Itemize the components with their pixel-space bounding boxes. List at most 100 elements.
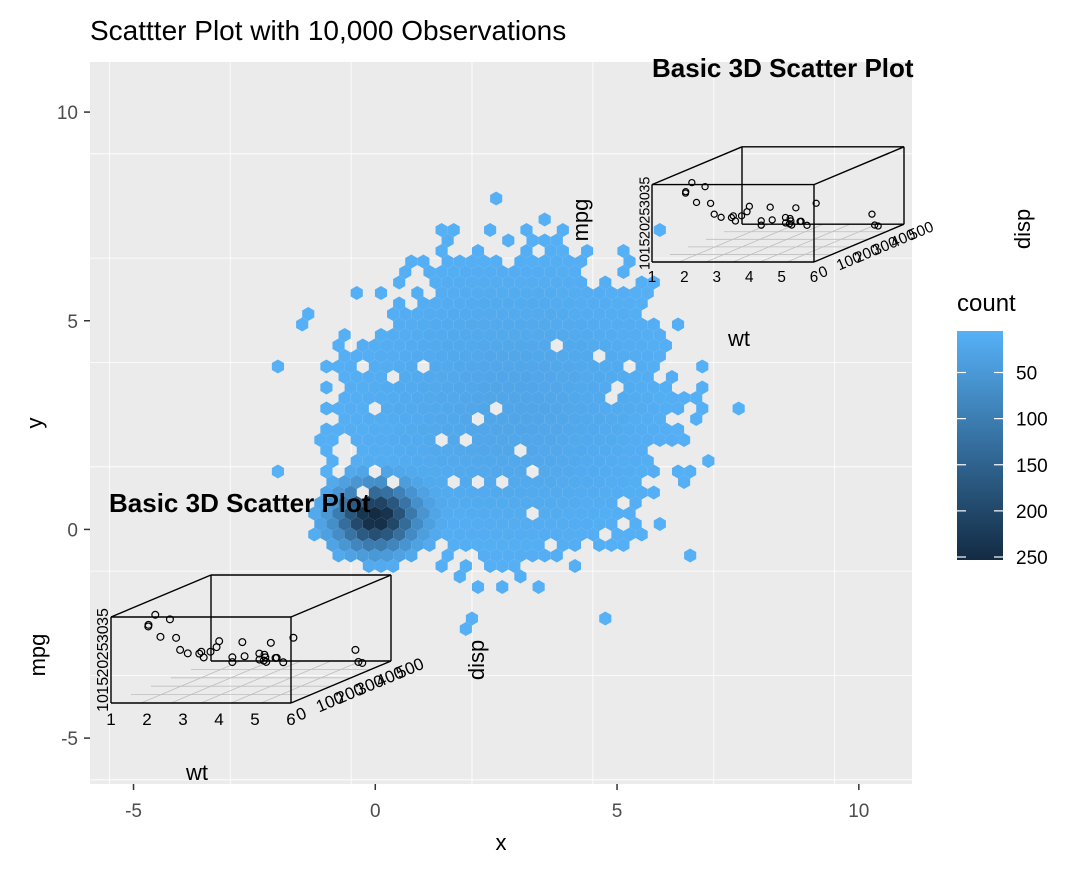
count-legend: count 50 100 150 200 250 bbox=[957, 290, 1048, 569]
hexbin-cell bbox=[659, 401, 672, 416]
hexbin-cell bbox=[338, 475, 351, 489]
hexbin-cell bbox=[490, 422, 503, 437]
hexbin-cell bbox=[593, 328, 606, 342]
hexbin-cell bbox=[556, 517, 569, 531]
hexbin-cell bbox=[405, 485, 418, 500]
hexbin-cell bbox=[526, 527, 539, 542]
hexbin-cell bbox=[490, 359, 503, 374]
hexbin-cell bbox=[617, 391, 630, 405]
hexbin-cell bbox=[465, 254, 478, 269]
hexbin-cell bbox=[593, 496, 606, 510]
hexbin-cell bbox=[356, 506, 369, 521]
hexbin-cell bbox=[374, 475, 388, 489]
hexbin-cell bbox=[562, 506, 575, 521]
hexbin-cell bbox=[423, 433, 436, 447]
hexbin-cell bbox=[326, 433, 339, 447]
hexbin-cell bbox=[393, 422, 406, 437]
hexbin-cell bbox=[514, 548, 527, 563]
hexbin-cell bbox=[350, 475, 363, 489]
hexbin-cell bbox=[429, 380, 442, 395]
hexbin-cell bbox=[684, 548, 697, 563]
hexbin-cell bbox=[502, 485, 515, 500]
hexbin-cell bbox=[605, 307, 618, 321]
hexbin-cell bbox=[544, 496, 557, 510]
hexbin-cell bbox=[532, 454, 545, 468]
hexbin-cell bbox=[520, 391, 533, 405]
hexbin-cell bbox=[562, 401, 575, 416]
hexbin-cell bbox=[332, 485, 345, 500]
hexbin-cell bbox=[690, 391, 703, 405]
hexbin-cell bbox=[453, 338, 466, 353]
hexbin-cell bbox=[423, 454, 436, 468]
hexbin-cell bbox=[520, 265, 533, 279]
hexbin-cell bbox=[526, 443, 539, 458]
hexbin-cell bbox=[490, 527, 503, 542]
hexbin-cell bbox=[411, 496, 424, 510]
hexbin-cell bbox=[344, 548, 357, 563]
hexbin-cell bbox=[538, 296, 551, 311]
hexbin-cell bbox=[441, 443, 454, 458]
hexbin-cell bbox=[568, 370, 582, 384]
hexbin-cell bbox=[520, 307, 533, 321]
scatter3d-point bbox=[743, 208, 751, 216]
scatter3d-point bbox=[172, 633, 181, 642]
hexbin-cell bbox=[465, 527, 478, 542]
hexbin-cell bbox=[544, 454, 557, 468]
hexbin-cell bbox=[629, 475, 642, 489]
scatter3d-point bbox=[228, 658, 237, 667]
hexbin-cell bbox=[508, 496, 521, 510]
hexbin-cell bbox=[581, 517, 594, 531]
hexbin-cell bbox=[459, 475, 472, 489]
hexbin-cell bbox=[320, 464, 333, 479]
x-tick-label: 5 bbox=[612, 801, 623, 822]
hexbin-cell bbox=[544, 349, 557, 363]
hexbin-cell bbox=[647, 422, 660, 437]
hexbin-cell bbox=[574, 275, 588, 290]
hexbin-cell bbox=[520, 328, 533, 342]
hexbin-cell bbox=[538, 233, 551, 248]
hexbin-cell bbox=[447, 412, 460, 426]
hexbin-cell bbox=[611, 506, 624, 521]
hexbin-cell bbox=[574, 359, 588, 374]
hexbin-cell bbox=[623, 401, 636, 416]
chart-title: Scattter Plot with 10,000 Observations bbox=[90, 15, 566, 46]
hexbin-cell bbox=[477, 296, 491, 311]
hexbin-cell bbox=[599, 506, 612, 521]
hexbin-cell bbox=[471, 286, 485, 300]
hexbin-cell bbox=[568, 496, 582, 510]
hexbin-cell bbox=[538, 401, 551, 416]
hexbin-cell bbox=[435, 475, 448, 489]
hexbin-cell bbox=[332, 527, 345, 542]
hexbin-cell bbox=[496, 517, 509, 531]
hexbin-cell bbox=[405, 506, 418, 521]
hexbin-cell bbox=[477, 485, 491, 500]
hexbin-cell bbox=[490, 254, 503, 269]
hexbin-cell bbox=[581, 454, 594, 468]
hexbin-cell bbox=[611, 338, 624, 353]
hexbin-cell bbox=[435, 223, 448, 237]
scatter3d-x-axis-title: wt bbox=[185, 760, 208, 785]
hexbin-cell bbox=[338, 517, 351, 531]
hexbin-cell bbox=[387, 538, 400, 552]
hexbin-cell bbox=[581, 370, 594, 384]
hexbin-cell bbox=[429, 443, 442, 458]
hexbin-cell bbox=[544, 412, 557, 426]
hexbin-cell bbox=[356, 422, 369, 437]
hexbin-cell bbox=[496, 580, 509, 594]
hexbin-cell bbox=[611, 317, 624, 332]
hexbin-cell bbox=[599, 485, 612, 500]
hexbin-cell bbox=[526, 548, 539, 563]
hexbin-cell bbox=[538, 548, 551, 563]
hexbin-cell bbox=[308, 527, 321, 542]
hexbin-cell bbox=[405, 380, 418, 395]
hexbin-cell bbox=[484, 223, 497, 237]
hexbin-cell bbox=[471, 538, 485, 552]
hexbin-cell bbox=[465, 401, 478, 416]
hexbin-cell bbox=[453, 296, 466, 311]
hexbin-cell bbox=[647, 317, 660, 332]
hexbin-cell bbox=[550, 527, 563, 542]
hexbin-cell bbox=[471, 496, 485, 510]
hexbin-cell bbox=[629, 370, 642, 384]
hexbin-cell bbox=[587, 506, 600, 521]
hexbin-cell bbox=[520, 349, 533, 363]
